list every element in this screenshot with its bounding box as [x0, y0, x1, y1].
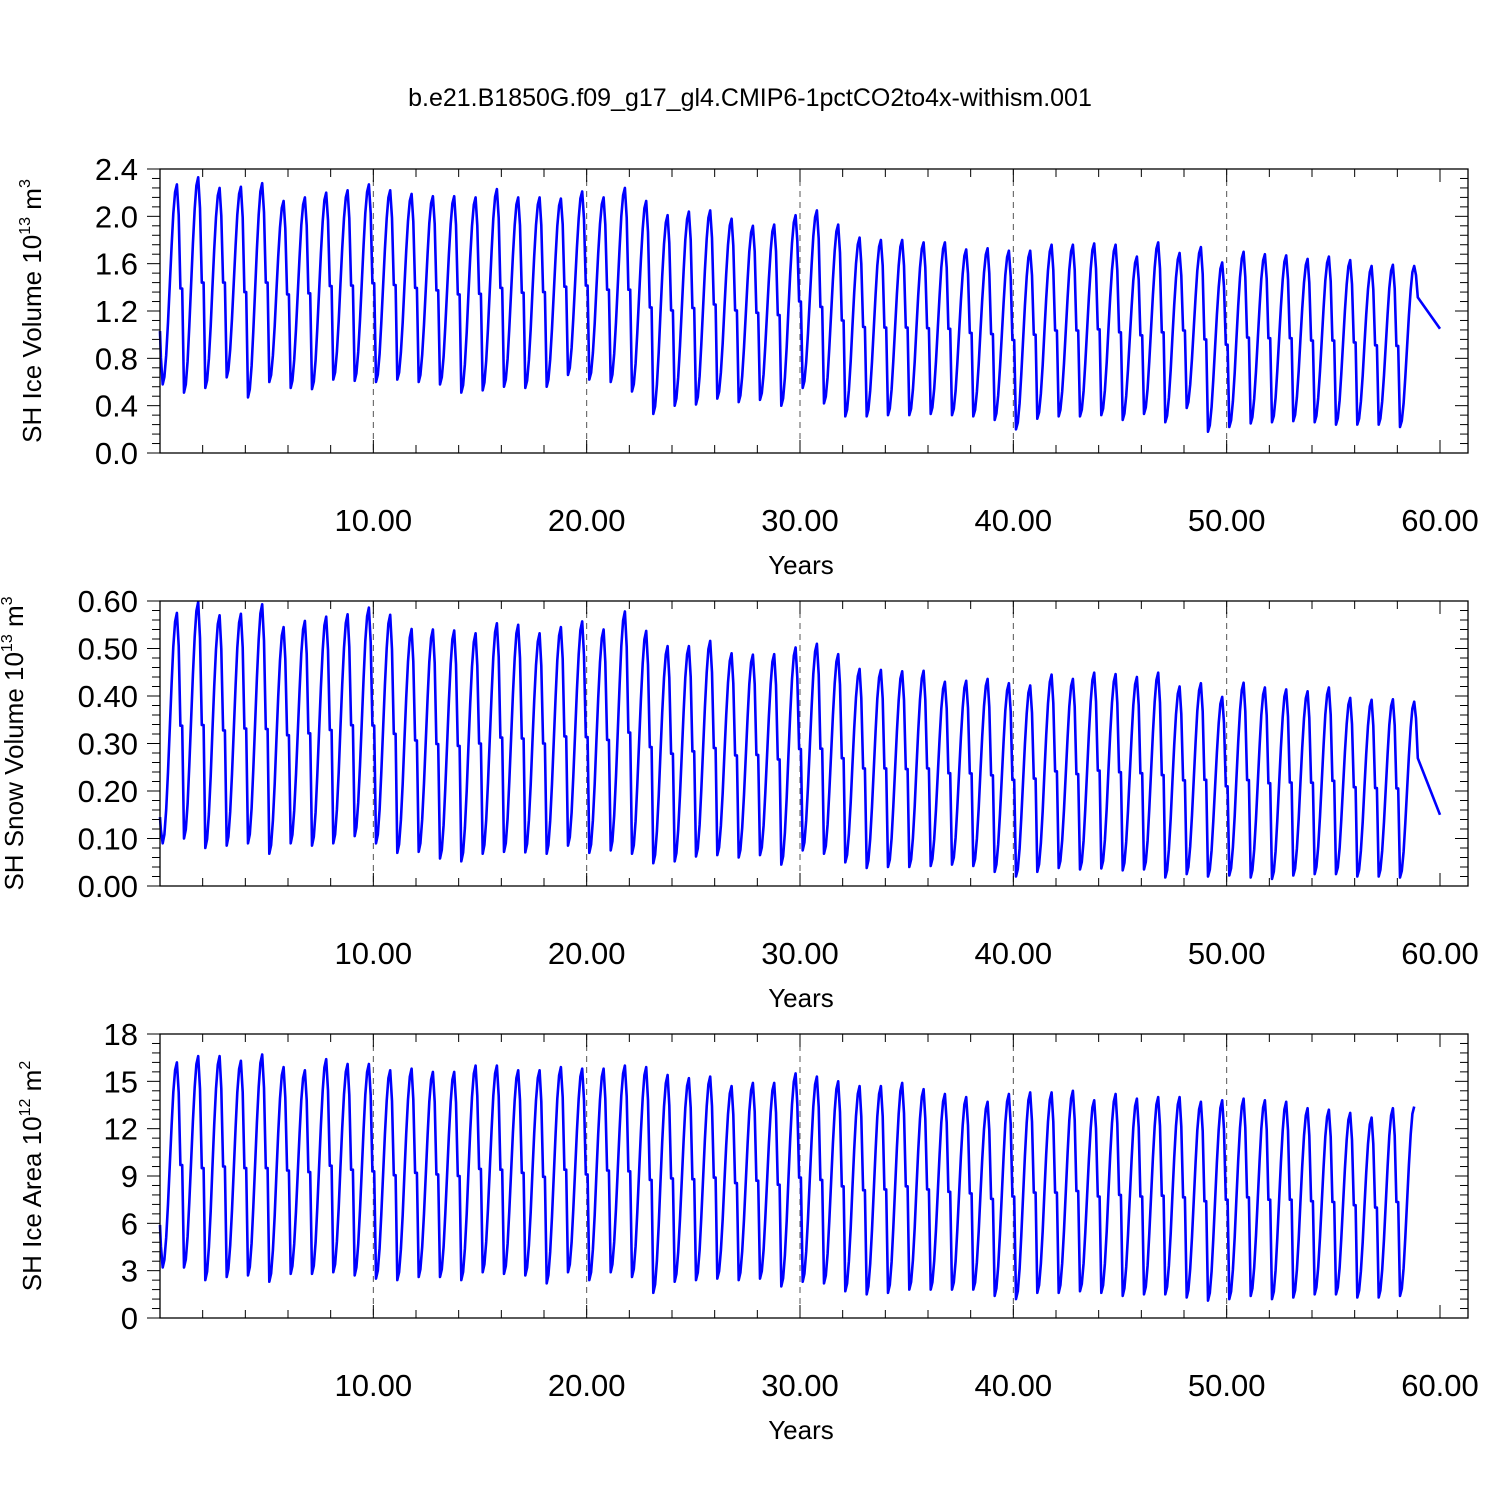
x-tick-label: 40.00 — [975, 503, 1053, 538]
y-tick-label: 1.6 — [95, 247, 138, 282]
y-axis-label: SH Ice Area 1012 m2 — [17, 1061, 47, 1292]
x-tick-label: 40.00 — [975, 1368, 1053, 1403]
y-tick-label: 2.4 — [95, 152, 138, 187]
y-tick-label: 0.60 — [78, 584, 138, 619]
y-tick-label: 0.40 — [78, 679, 138, 714]
y-tick-label: 12 — [104, 1112, 138, 1147]
data-series-line — [158, 600, 1442, 881]
x-tick-label: 50.00 — [1188, 503, 1266, 538]
panel-sh-snow-volume: 10.00 20.00 30.00 40.00 50.00 60.00 0.00 0.10 0.… — [0, 584, 1479, 1013]
y-tick-label: 6 — [121, 1206, 138, 1241]
panel-sh-ice-area: 10.00 20.00 30.00 40.00 50.00 60.00 0 3 6 9 12 15 18… — [17, 1017, 1479, 1445]
x-axis-label: Years — [768, 550, 834, 580]
y-tick-label: 15 — [104, 1064, 138, 1099]
x-tick-label: 10.00 — [335, 1368, 413, 1403]
x-tick-label: 50.00 — [1188, 936, 1266, 971]
y-tick-label: 1.2 — [95, 294, 138, 329]
x-tick-label: 50.00 — [1188, 1368, 1266, 1403]
x-tick-label: 20.00 — [548, 1368, 626, 1403]
x-tick-label: 60.00 — [1401, 936, 1479, 971]
y-tick-label: 0.00 — [78, 869, 138, 904]
y-tick-label: 0.50 — [78, 632, 138, 667]
y-tick-label: 0.8 — [95, 341, 138, 376]
y-tick-label: 0.30 — [78, 727, 138, 762]
x-tick-label: 30.00 — [761, 503, 839, 538]
y-tick-label: 0.4 — [95, 389, 138, 424]
y-tick-label: 2.0 — [95, 199, 138, 234]
x-tick-label: 60.00 — [1401, 1368, 1479, 1403]
y-tick-label: 0.20 — [78, 774, 138, 809]
x-tick-label: 30.00 — [761, 936, 839, 971]
y-tick-label: 0.0 — [95, 436, 138, 471]
x-tick-label: 30.00 — [761, 1368, 839, 1403]
x-axis-label: Years — [768, 1415, 834, 1445]
data-series-line — [158, 176, 1442, 433]
x-tick-label: 10.00 — [335, 503, 413, 538]
x-tick-label: 60.00 — [1401, 503, 1479, 538]
y-tick-label: 3 — [121, 1254, 138, 1289]
y-tick-label: 18 — [104, 1017, 138, 1052]
data-series-line — [158, 1053, 1416, 1302]
y-axis-label: SH Snow Volume 1013 m3 — [0, 596, 29, 890]
y-tick-label: 0 — [121, 1301, 138, 1336]
x-axis-label: Years — [768, 983, 834, 1013]
x-tick-label: 20.00 — [548, 503, 626, 538]
x-tick-label: 20.00 — [548, 936, 626, 971]
y-tick-label: 0.10 — [78, 822, 138, 857]
y-axis-label: SH Ice Volume 1013 m3 — [17, 179, 47, 443]
x-tick-label: 40.00 — [975, 936, 1053, 971]
y-tick-label: 9 — [121, 1159, 138, 1194]
x-tick-label: 10.00 — [335, 936, 413, 971]
figure-title: b.e21.B1850G.f09_g17_gl4.CMIP6-1pctCO2to… — [408, 84, 1092, 112]
panel-sh-ice-volume: 10.00 20.00 30.00 40.00 50.00 60.00 0.0 0.4 0.8 1… — [17, 152, 1479, 580]
